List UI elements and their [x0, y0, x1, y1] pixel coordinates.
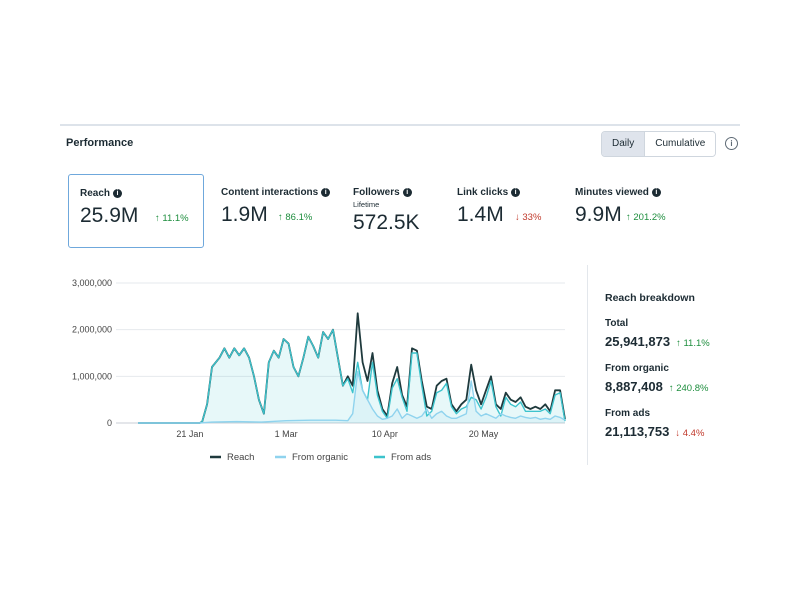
arrow-up-icon: ↑ — [155, 213, 160, 224]
series-area-from-organic — [138, 371, 565, 423]
metric-card-reach[interactable]: Reach i 25.9M ↑ 11.1% — [68, 174, 204, 248]
metric-value: 1.4M — [457, 203, 504, 226]
metric-value: 1.9M — [221, 203, 268, 226]
breakdown-value-ads: 21,113,753 ↓ 4.4% — [605, 424, 705, 439]
y-tick-label: 3,000,000 — [72, 278, 112, 288]
metric-label: Content interactions i — [221, 187, 331, 198]
breakdown-label-organic: From organic — [605, 363, 669, 374]
performance-panel: Performance Daily Cumulative i Reach i 25… — [60, 124, 740, 470]
legend-label: From ads — [391, 452, 431, 463]
metric-value: 25.9M — [80, 204, 139, 227]
reach-chart: 3,000,000 2,000,000 1,000,000 0 21 Jan 1 Mar 1… — [72, 278, 566, 463]
metric-card-followers[interactable]: Followers i Lifetime 572.5K — [342, 174, 442, 246]
metric-value: 572.5K — [353, 211, 420, 234]
top-divider — [60, 124, 740, 126]
x-tick-label: 20 May — [469, 429, 499, 439]
arrow-up-icon: ↑ — [676, 338, 681, 349]
metric-value: 9.9M — [575, 203, 622, 226]
metric-card-link-clicks[interactable]: Link clicks i 1.4M ↓ 33% — [446, 174, 556, 246]
x-tick-label: 10 Apr — [372, 429, 398, 439]
breakdown-value-total: 25,941,873 ↑ 11.1% — [605, 334, 710, 349]
arrow-up-icon: ↑ — [626, 212, 631, 223]
breakdown-label-ads: From ads — [605, 408, 651, 419]
metric-label: Link clicks i — [457, 187, 521, 198]
metric-label: Reach i — [80, 188, 123, 199]
breakdown-delta: ↑ 11.1% — [676, 338, 710, 349]
arrow-up-icon: ↑ — [278, 212, 283, 223]
breakdown-label-total: Total — [605, 318, 629, 329]
page-title: Performance — [66, 137, 134, 149]
info-icon[interactable]: i — [321, 188, 331, 197]
legend-label: From organic — [292, 452, 348, 463]
info-icon[interactable]: i — [651, 188, 661, 197]
metric-sublabel: Lifetime — [353, 200, 380, 209]
series-area-from-ads — [138, 329, 565, 423]
x-tick-label: 21 Jan — [176, 429, 203, 439]
metric-card-content-interactions[interactable]: Content interactions i 1.9M ↑ 86.1% — [210, 174, 340, 246]
x-tick-label: 1 Mar — [275, 429, 298, 439]
breakdown-divider — [587, 265, 588, 465]
y-tick-label: 2,000,000 — [72, 325, 112, 335]
breakdown-value-organic: 8,887,408 ↑ 240.8% — [605, 379, 709, 394]
metric-label: Followers i — [353, 187, 412, 198]
daily-toggle-button[interactable]: Daily — [602, 132, 645, 156]
breakdown-delta: ↓ 4.4% — [675, 428, 705, 439]
metric-delta: ↑ 201.2% — [626, 212, 666, 223]
y-tick-label: 1,000,000 — [72, 371, 112, 381]
series-line-from-organic — [138, 371, 566, 424]
y-tick-label: 0 — [107, 418, 112, 428]
arrow-down-icon: ↓ — [675, 428, 681, 439]
metric-label: Minutes viewed i — [575, 187, 661, 198]
info-icon[interactable]: i — [113, 189, 123, 198]
arrow-down-icon: ↓ — [515, 212, 520, 223]
breakdown-delta: ↑ 240.8% — [668, 383, 709, 394]
legend-label: Reach — [227, 452, 254, 463]
info-circle-icon[interactable]: i — [725, 137, 738, 150]
arrow-up-icon: ↑ — [668, 383, 674, 394]
info-icon[interactable]: i — [511, 188, 521, 197]
metric-card-minutes-viewed[interactable]: Minutes viewed i 9.9M ↑ 201.2% — [564, 174, 704, 246]
info-icon[interactable]: i — [402, 188, 412, 197]
cumulative-toggle-button[interactable]: Cumulative — [644, 132, 716, 156]
metric-delta: ↑ 86.1% — [278, 212, 313, 223]
metric-delta: ↓ 33% — [515, 212, 542, 223]
view-toggle: Daily Cumulative — [601, 131, 717, 157]
series-line-from-ads — [138, 329, 566, 424]
breakdown-title: Reach breakdown — [605, 292, 695, 304]
metric-delta: ↑ 11.1% — [155, 213, 189, 224]
